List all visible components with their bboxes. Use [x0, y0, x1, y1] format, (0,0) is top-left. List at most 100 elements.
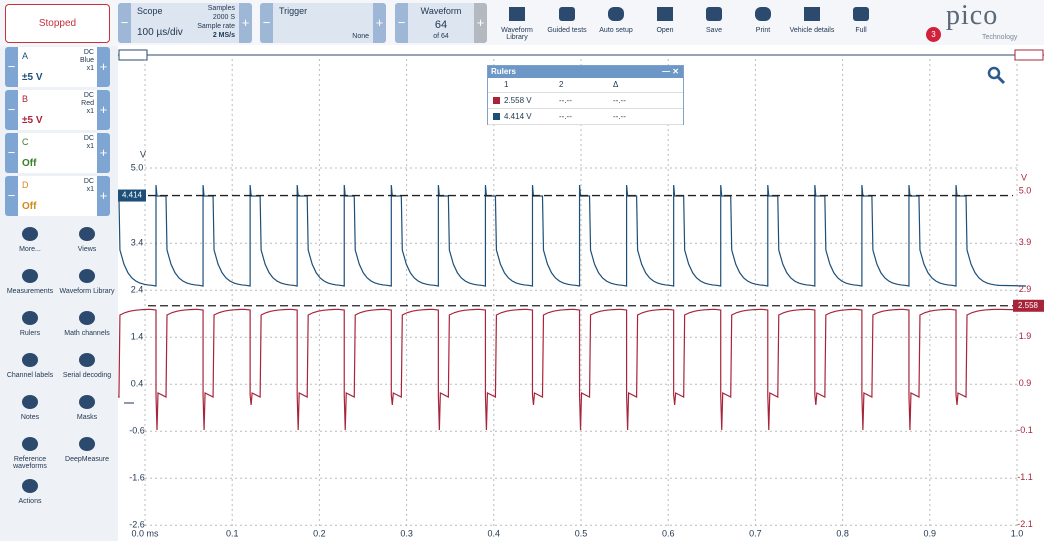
tool-button[interactable]: Rulers [2, 308, 58, 337]
rate-label: Sample rate [197, 23, 235, 30]
tool-button[interactable]: Waveform Library [59, 266, 115, 295]
zoom-icon[interactable] [987, 66, 1001, 80]
minus-button[interactable]: − [5, 90, 18, 130]
y2-tick-label: 2.9 [1019, 284, 1032, 294]
icon [22, 353, 38, 367]
y2-tick-label: 3.9 [1019, 237, 1032, 247]
plus-button[interactable]: + [239, 3, 252, 43]
toolbar-button[interactable]: Guided tests [543, 4, 591, 34]
toolbar-button-label: Waveform Library [501, 27, 533, 41]
rulers-title: Rulers [491, 67, 516, 76]
tool-label: Reference waveforms [13, 456, 47, 470]
x-tick-label: 0.4 [488, 528, 501, 538]
tool-button[interactable]: Measurements [2, 266, 58, 295]
tool-button[interactable]: Masks [59, 392, 115, 421]
y-tick-label: 1.4 [131, 332, 144, 342]
minus-button[interactable]: − [5, 47, 18, 87]
channel-range[interactable]: Off [22, 158, 37, 169]
channel-range[interactable]: ±5 V [22, 72, 43, 83]
icon-shape [79, 437, 95, 451]
ruler-swatch [493, 113, 500, 120]
channel-range[interactable]: Off [22, 201, 37, 212]
icon-shape [22, 479, 38, 493]
toolbar-button-label: Vehicle details [789, 27, 835, 34]
icon [79, 437, 95, 451]
icon [853, 7, 869, 21]
waveform-current: 64 [434, 19, 448, 31]
plus-button[interactable]: + [97, 90, 110, 130]
toolbar-button-label: Auto setup [599, 27, 633, 34]
tool-button[interactable]: More... [2, 224, 58, 253]
tool-button[interactable]: Reference waveforms [2, 434, 58, 470]
tool-button[interactable]: Views [59, 224, 115, 253]
trigger-mode[interactable]: None [352, 33, 369, 40]
toolbar-button[interactable]: Full [837, 4, 885, 34]
icon-shape [79, 395, 95, 409]
plus-button[interactable]: + [97, 47, 110, 87]
icon-shape [22, 227, 38, 241]
channel-box: − + A ±5 V DC Blue x1 [5, 47, 110, 87]
plus-button[interactable]: + [97, 133, 110, 173]
toolbar-button[interactable]: Open [641, 4, 689, 34]
scope-label: Scope [137, 6, 163, 16]
toolbar-button[interactable]: Save [690, 4, 738, 34]
icon [559, 7, 575, 21]
logo: pico [946, 0, 999, 31]
toolbar-button[interactable]: Print [739, 4, 787, 34]
notification-badge[interactable]: 3 [926, 27, 941, 42]
plus-button[interactable]: + [373, 3, 386, 43]
y-tick-label: 3.4 [131, 238, 144, 248]
channel-range[interactable]: ±5 V [22, 115, 43, 126]
minus-button[interactable]: − [5, 176, 18, 216]
tool-button[interactable]: Channel labels [2, 350, 58, 379]
toolbar-button[interactable]: Auto setup [592, 4, 640, 34]
tool-label: Rulers [19, 330, 41, 337]
rate: 2 MS/s [212, 32, 235, 39]
trigger-label: Trigger [279, 6, 308, 16]
icon-shape [79, 311, 95, 325]
tool-button[interactable]: Math channels [59, 308, 115, 337]
rulers-window: Rulers — ✕ 1 2 Δ 2.558 V --.-- --.-- 4.414 V --.… [487, 65, 684, 125]
minus-button[interactable]: − [118, 3, 131, 43]
channel-coupling: DC [83, 92, 94, 99]
plus-button[interactable]: + [474, 3, 487, 43]
y2-tick-label: 0.9 [1019, 378, 1032, 388]
tool-button[interactable]: Serial decoding [59, 350, 115, 379]
ruler-tag-label: 2.558 [1018, 301, 1039, 310]
timebase[interactable]: 100 µs/div [137, 27, 183, 38]
rulers-cell: --.-- [559, 96, 572, 105]
icon [706, 7, 722, 21]
channel-color-name: Blue [79, 57, 94, 64]
icon-shape [22, 311, 38, 325]
channel-name: A [22, 51, 29, 61]
rulers-header: 2 [559, 80, 564, 89]
x-tick-label: 1.0 [1011, 528, 1024, 538]
icon-shape [79, 269, 95, 283]
minus-button[interactable]: − [395, 3, 408, 43]
minus-button[interactable]: − [260, 3, 273, 43]
toolbar-button[interactable]: Vehicle details [788, 4, 836, 34]
x-tick-label: 0.1 [226, 528, 239, 538]
icon-shape [22, 437, 38, 451]
window-controls[interactable]: — ✕ [662, 67, 679, 76]
tool-button[interactable]: DeepMeasure [59, 434, 115, 463]
run-stop-button[interactable]: Stopped [5, 4, 110, 43]
channel-box: − + B ±5 V DC Red x1 [5, 90, 110, 130]
channel-name: D [22, 180, 29, 190]
plus-button[interactable]: + [97, 176, 110, 216]
tool-label: Actions [18, 498, 42, 505]
rulers-header: 1 [504, 80, 509, 89]
tool-button[interactable]: Notes [2, 392, 58, 421]
minus-button[interactable]: − [5, 133, 18, 173]
icon-shape [22, 269, 38, 283]
channel-box: − + C Off DC x1 [5, 133, 110, 173]
x-tick-label: 0.7 [749, 528, 762, 538]
channel-coupling: DC [83, 178, 94, 185]
icon [79, 311, 95, 325]
icon-shape [79, 227, 95, 241]
y-tick-label: 2.4 [131, 285, 144, 295]
ruler-tag [1013, 299, 1044, 312]
toolbar-button[interactable]: Waveform Library [493, 4, 541, 41]
tool-button[interactable]: Actions [2, 476, 58, 505]
channel-coupling: DC [83, 135, 94, 142]
